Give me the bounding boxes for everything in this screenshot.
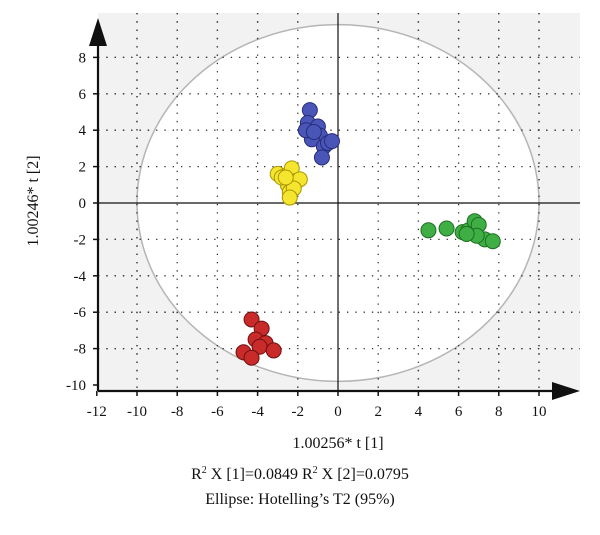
data-point <box>243 311 260 328</box>
x-tick-label: 6 <box>455 404 463 420</box>
data-point <box>420 222 437 239</box>
x-tick-label: -4 <box>251 404 264 420</box>
y-axis-label: 1.00246* t [2] <box>25 155 42 246</box>
y-tick-label: -4 <box>74 269 87 285</box>
y-tick-label: 6 <box>79 87 87 103</box>
x-tick-label: -8 <box>171 404 184 420</box>
data-point <box>323 133 340 150</box>
x-tick-label: 8 <box>495 404 503 420</box>
r2x2-superscript: 2 <box>312 465 318 476</box>
x-tick-label: -6 <box>211 404 224 420</box>
y-tick-label: 2 <box>79 160 87 176</box>
y-tick-label: -10 <box>66 378 86 394</box>
x-tick-label: -10 <box>127 404 147 420</box>
x-axis-label: 1.00256* t [1] <box>292 435 383 452</box>
x-tick-label: 4 <box>415 404 423 420</box>
y-tick-label: 4 <box>79 123 87 139</box>
r2x1-prefix: R <box>191 466 202 483</box>
data-point <box>243 349 260 366</box>
y-tick-label: 8 <box>79 50 87 66</box>
axes <box>89 18 580 400</box>
r2x2-value: X [2]=0.0795 <box>317 466 409 483</box>
data-point <box>484 233 501 250</box>
y-tick-label: 0 <box>79 196 87 212</box>
grid-inside-ellipse <box>98 13 580 391</box>
x-tick-label: -12 <box>87 404 107 420</box>
y-tick-label: -8 <box>74 342 87 358</box>
x-tick-label: 0 <box>334 404 342 420</box>
data-point <box>277 169 294 186</box>
r2-caption: R2 X [1]=0.0849 R2 X [2]=0.0795 <box>0 466 600 484</box>
x-axis-arrow <box>552 382 580 400</box>
y-tick-label: -2 <box>74 232 87 248</box>
data-point <box>313 149 330 166</box>
ellipse-caption: Ellipse: Hotelling’s T2 (95%) <box>205 491 395 508</box>
data-point <box>305 124 322 141</box>
r2x2-prefix: R <box>302 466 313 483</box>
data-point <box>458 225 475 242</box>
x-tick-label: -2 <box>292 404 305 420</box>
data-point <box>265 342 282 359</box>
x-tick-label: 10 <box>532 404 547 420</box>
x-tick-label: 2 <box>374 404 382 420</box>
y-tick-label: -6 <box>74 305 87 321</box>
data-point <box>281 189 298 206</box>
y-axis-arrow <box>89 18 107 46</box>
r2x1-superscript: 2 <box>201 465 207 476</box>
r2x1-value: X [1]=0.0849 <box>206 466 302 483</box>
data-point <box>438 220 455 237</box>
data-points <box>235 102 501 366</box>
